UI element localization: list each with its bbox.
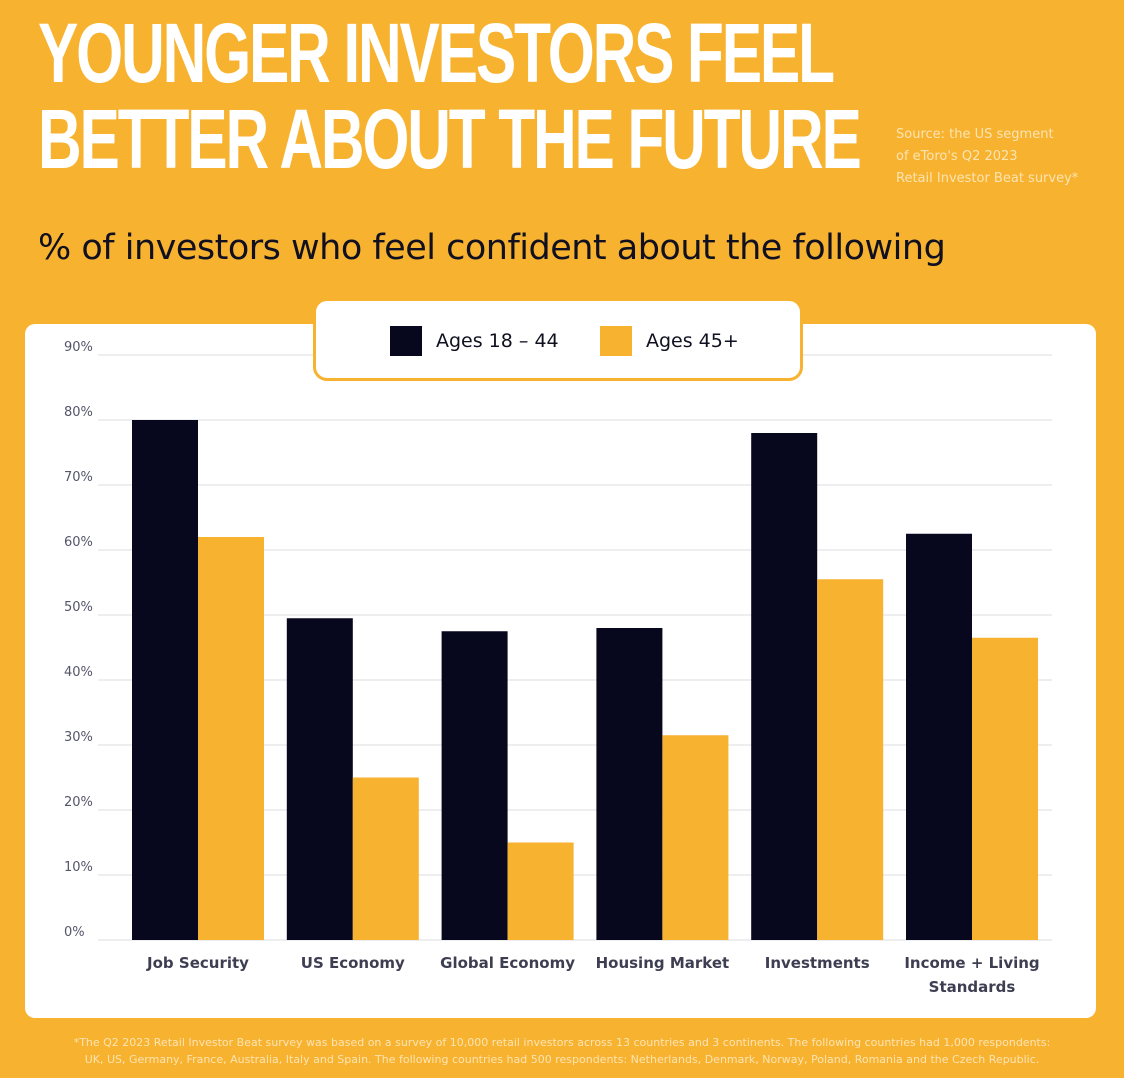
bar <box>286 618 353 940</box>
y-tick-label: 50% <box>64 600 93 615</box>
chart-legend: Ages 18 – 44 Ages 45+ <box>313 298 803 381</box>
x-tick-label: Housing Market <box>596 954 730 972</box>
footnote-line-2: UK, US, Germany, France, Australia, Ital… <box>84 1053 1040 1066</box>
y-tick-label: 90% <box>64 340 93 355</box>
footnote-line-1: *The Q2 2023 Retail Investor Beat survey… <box>73 1036 1051 1049</box>
x-tick-label: Income + Living Standards <box>904 954 1039 996</box>
x-tick-label: Global Economy <box>440 954 575 972</box>
legend-item-ages-18-44: Ages 18 – 44 <box>390 326 559 356</box>
legend-item-ages-45-plus: Ages 45+ <box>600 326 739 356</box>
y-tick-label: 80% <box>64 405 93 420</box>
footnote: *The Q2 2023 Retail Investor Beat survey… <box>0 1034 1124 1068</box>
bar <box>441 631 508 940</box>
legend-swatch-ages-45-plus <box>600 326 632 356</box>
source-line-3: Retail Investor Beat survey* <box>896 171 1079 186</box>
x-tick-label: Job Security <box>146 954 249 972</box>
source-line-1: Source: the US segment <box>896 127 1054 142</box>
source-note: Source: the US segment of eToro's Q2 202… <box>896 124 1078 190</box>
bar <box>507 842 574 940</box>
y-tick-label: 40% <box>64 665 93 680</box>
bar <box>662 735 729 940</box>
source-line-2: of eToro's Q2 2023 <box>896 149 1018 164</box>
x-tick-label: Investments <box>765 954 870 972</box>
chart-subtitle: % of investors who feel confident about … <box>38 228 946 268</box>
headline: YOUNGER INVESTORS FEEL BETTER ABOUT THE … <box>38 6 862 186</box>
y-tick-label: 10% <box>64 860 93 875</box>
bar <box>132 420 198 940</box>
bar <box>198 537 264 940</box>
bar <box>596 628 663 940</box>
bar <box>972 637 1038 940</box>
legend-swatch-ages-18-44 <box>390 326 422 356</box>
bar <box>352 777 419 940</box>
headline-line-1: YOUNGER INVESTORS FEEL <box>38 6 835 100</box>
bar <box>817 579 884 940</box>
y-tick-label: 60% <box>64 535 93 550</box>
y-tick-label: 20% <box>64 795 93 810</box>
legend-label-ages-45-plus: Ages 45+ <box>646 330 739 352</box>
y-tick-label: 70% <box>64 470 93 485</box>
y-tick-label: 30% <box>64 730 93 745</box>
y-tick-label: 0% <box>64 925 85 940</box>
legend-label-ages-18-44: Ages 18 – 44 <box>436 330 559 352</box>
x-tick-label: US Economy <box>301 954 405 972</box>
bar <box>906 533 972 940</box>
bar <box>751 433 818 940</box>
headline-line-2: BETTER ABOUT THE FUTURE <box>38 92 862 186</box>
